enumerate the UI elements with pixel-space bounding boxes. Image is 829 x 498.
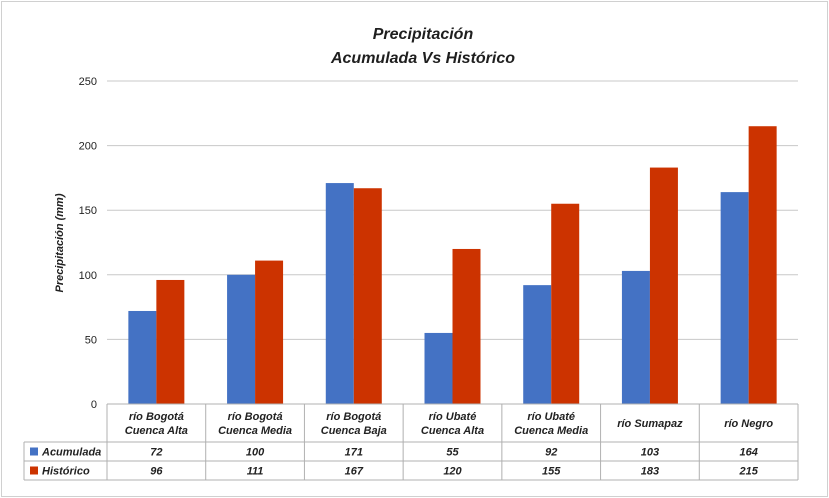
y-tick-label: 0: [91, 399, 97, 411]
legend-label: Acumulada: [41, 447, 101, 459]
y-tick-label: 200: [79, 141, 97, 153]
bar-histrico-6: [748, 126, 777, 404]
legend-key: [30, 447, 38, 456]
data-label: 171: [345, 447, 363, 459]
category-label: Cuenca Media: [218, 425, 292, 437]
category-label: río Bogotá: [129, 411, 184, 423]
category-label: Cuenca Baja: [321, 425, 387, 437]
bar-histrico-2: [353, 188, 382, 404]
category-label: río Ubaté: [429, 411, 477, 423]
category-label: río Negro: [724, 418, 773, 430]
y-tick-label: 100: [79, 270, 97, 282]
data-label: 55: [446, 447, 459, 459]
bar-acumulada-1: [227, 274, 256, 404]
bar-acumulada-2: [325, 183, 354, 404]
y-axis-label: Precipitación (mm): [54, 193, 66, 292]
data-label: 111: [247, 466, 264, 478]
data-label: 120: [443, 466, 462, 478]
category-label: Cuenca Alta: [421, 425, 484, 437]
bar-acumulada-4: [523, 285, 552, 404]
data-label: 183: [641, 466, 659, 478]
bar-histrico-1: [255, 260, 284, 404]
legend-key: [30, 466, 38, 475]
bar-acumulada-6: [720, 192, 749, 404]
data-label: 215: [738, 466, 758, 478]
data-label: 100: [246, 447, 265, 459]
chart-subtitle: Acumulada Vs Histórico: [330, 50, 515, 67]
data-table: río Bogotá Cuenca Alta río Bogotá Cuenca Me…: [23, 403, 799, 481]
bar-histrico-5: [649, 167, 678, 404]
bar-histrico-4: [551, 203, 580, 404]
data-label: 167: [345, 466, 364, 478]
bar-acumulada-5: [621, 270, 650, 404]
data-label: 96: [150, 466, 163, 478]
bars: [128, 126, 777, 404]
y-tick-labels: 0 50 100 150 200 250: [79, 76, 97, 411]
data-label: 164: [739, 447, 757, 459]
data-label: 103: [641, 447, 659, 459]
chart-title: Precipitación: [373, 26, 474, 43]
category-label: Cuenca Alta: [125, 425, 188, 437]
category-label: río Ubaté: [527, 411, 575, 423]
data-label: 155: [542, 466, 561, 478]
data-label: 92: [545, 447, 557, 459]
data-label: 72: [150, 447, 162, 459]
bar-histrico-3: [452, 248, 481, 404]
category-label: Cuenca Media: [514, 425, 588, 437]
bar-acumulada-0: [128, 310, 157, 404]
y-tick-label: 150: [79, 205, 97, 217]
y-tick-label: 50: [85, 334, 97, 346]
category-label: río Bogotá: [326, 411, 381, 423]
category-label: río Bogotá: [228, 411, 283, 423]
y-tick-label: 250: [79, 76, 97, 88]
bar-histrico-0: [156, 279, 185, 404]
bar-acumulada-3: [424, 332, 453, 404]
legend-label: Histórico: [42, 466, 90, 478]
category-label: río Sumapaz: [617, 418, 683, 430]
